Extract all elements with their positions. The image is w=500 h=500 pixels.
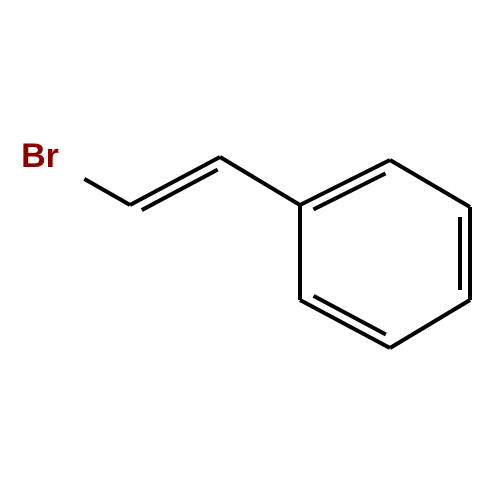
atom-label-br: Br xyxy=(21,137,59,175)
molecule-diagram: Br xyxy=(0,0,500,500)
